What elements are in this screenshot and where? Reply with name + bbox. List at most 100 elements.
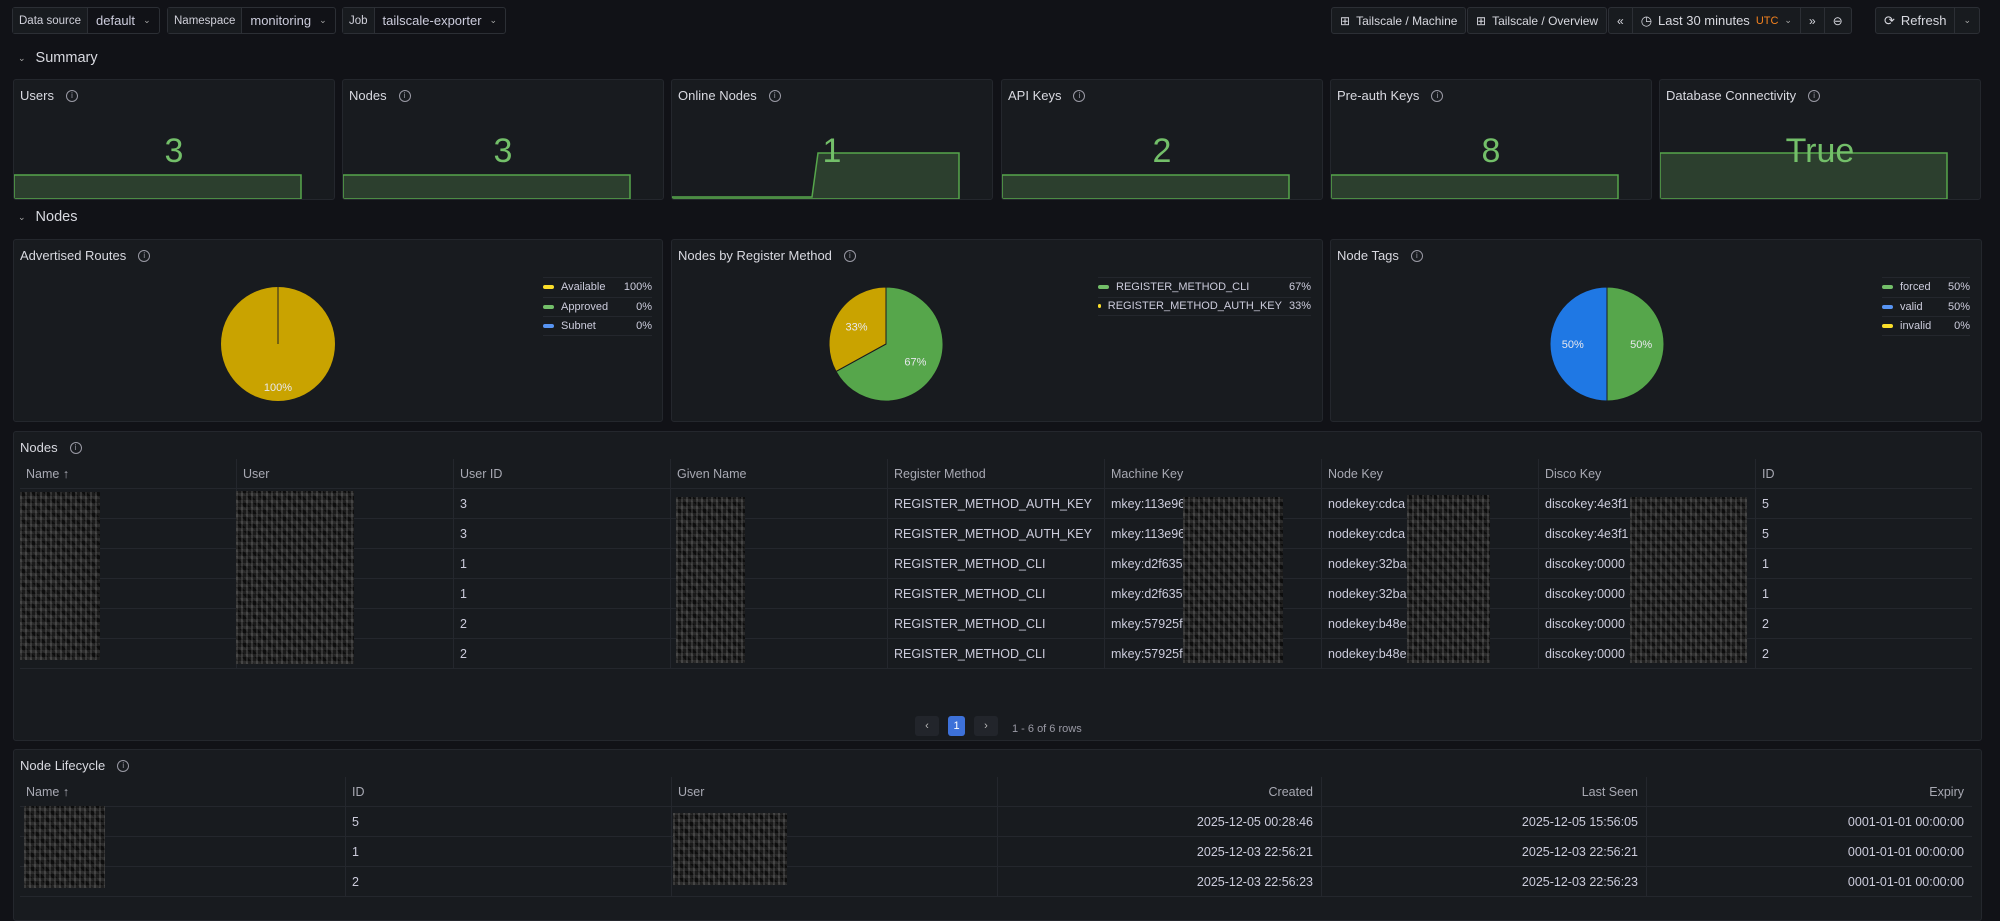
redacted-content [673,813,787,885]
link-tailscale-overview[interactable]: ⊞ Tailscale / Overview [1467,7,1608,34]
table-cell: 2025-12-03 22:56:21 [998,837,1322,866]
column-header[interactable]: User ID [454,459,671,488]
column-header[interactable]: Machine Key [1105,459,1322,488]
panel-title: Nodes [349,88,387,103]
legend-item[interactable]: invalid 0% [1882,316,1970,336]
variable-value[interactable]: default [96,13,136,28]
column-header[interactable]: Created [998,777,1322,806]
table-header-row: Name ↑ User User ID Given Name Register Meth… [20,459,1972,489]
variable-value[interactable]: monitoring [250,13,312,28]
timezone-label: UTC [1755,14,1779,27]
table-cell [20,837,346,866]
legend-swatch [1882,323,1893,328]
legend-swatch [1882,285,1893,290]
sparkline [1660,152,1948,199]
table-header-row: Name ↑ ID User Created Last Seen Expiry [20,777,1972,807]
column-header[interactable]: Given Name [671,459,888,488]
table-cell: REGISTER_METHOD_CLI [888,579,1105,608]
page-1-button[interactable]: 1 [948,716,965,736]
column-header[interactable]: Name ↑ [20,459,237,488]
sparkline-area [672,152,960,199]
zoom-out-icon: ⊖ [1832,13,1843,28]
table-cell: discokey:0000 ···· 0 [1539,579,1756,608]
table-cell: 2 [454,639,671,668]
info-icon[interactable]: i [1410,249,1423,262]
column-header[interactable]: Last Seen [1322,777,1647,806]
time-forward-button[interactable]: » [1801,8,1825,33]
pie-slice [835,286,944,402]
sparkline [1002,174,1290,199]
row-title: Summary [35,50,98,66]
column-header[interactable]: User [672,777,998,806]
legend-item[interactable]: REGISTER_METHOD_CLI 67% [1098,277,1311,297]
row-nodes[interactable]: ⌄ Nodes [18,209,77,225]
table-cell: 2 [346,867,672,896]
job-variable[interactable]: Job tailscale-exporter ⌄ [342,7,507,34]
table-cell [20,807,346,836]
legend-item[interactable]: Subnet 0% [543,316,652,336]
table-row[interactable]: 1 2025-12-03 22:56:21 2025-12-03 22:56:21 0… [20,837,1972,867]
table-cell: discokey:0000 ···· 0 [1539,639,1756,668]
pie-chart: 67% 33% [828,286,944,402]
info-icon[interactable]: i [1073,89,1086,102]
column-header[interactable]: Register Method [888,459,1105,488]
lifecycle-table: Name ↑ ID User Created Last Seen Expiry 5 2025-… [20,777,1972,897]
column-header[interactable]: Name ↑ [20,777,346,806]
column-header[interactable]: ID [1762,466,1775,481]
time-back-button[interactable]: « [1609,8,1633,33]
column-header[interactable]: User [237,459,454,488]
stat-value: 3 [164,132,184,170]
table-row[interactable]: 5 2025-12-05 00:28:46 2025-12-05 15:56:05 0… [20,807,1972,837]
legend-label: Approved [561,300,609,313]
legend-item[interactable]: Available 100% [543,277,652,297]
namespace-variable[interactable]: Namespace monitoring ⌄ [167,7,336,34]
row-summary[interactable]: ⌄ Summary [18,50,98,66]
legend-item[interactable]: Approved 0% [543,296,652,317]
link-tailscale-machine[interactable]: ⊞ Tailscale / Machine [1331,7,1467,34]
info-icon[interactable]: i [117,759,130,772]
pie-slice-label: 33% [846,322,868,334]
legend-item[interactable]: forced 50% [1882,277,1970,297]
info-icon[interactable]: i [69,441,82,454]
column-header[interactable]: Expiry [1929,784,1964,799]
table-cell: 2025-12-03 22:56:23 [998,867,1322,896]
refresh-button[interactable]: ⟳ Refresh [1876,8,1956,33]
stat-value: True [1785,132,1855,170]
variable-value[interactable]: tailscale-exporter [382,13,482,28]
pie-slice [828,286,887,373]
info-icon[interactable]: i [138,249,151,262]
info-icon[interactable]: i [398,89,411,102]
next-page-button[interactable]: › [974,716,998,736]
column-header[interactable]: ID [346,777,672,806]
table-cell: 5 [346,807,672,836]
legend-label: REGISTER_METHOD_AUTH_KEY [1107,300,1282,313]
refresh-group: ⟳ Refresh ⌄ [1875,7,1980,34]
pagination-summary: 1 - 6 of 6 rows [1012,723,1082,735]
table-cell: 2025-12-05 15:56:05 [1322,807,1647,836]
info-icon[interactable]: i [843,249,856,262]
legend-label: valid [1900,300,1923,313]
table-cell [671,579,888,608]
column-header[interactable]: Disco Key [1539,459,1756,488]
table-cell [671,549,888,578]
column-header[interactable]: Node Key [1322,459,1539,488]
info-icon[interactable]: i [65,89,78,102]
info-icon[interactable]: i [1431,89,1444,102]
legend-item[interactable]: REGISTER_METHOD_AUTH_KEY 33% [1098,296,1311,316]
table-cell [237,489,454,518]
table-row[interactable]: 2 REGISTER_METHOD_CLI mkey:57925f ···· a63… [20,639,1972,669]
prev-page-button[interactable]: ‹ [915,716,939,736]
table-row[interactable]: 2 2025-12-03 22:56:23 2025-12-03 22:56:23 0… [20,867,1972,897]
datasource-variable[interactable]: Data source default ⌄ [12,7,160,34]
chevron-double-left-icon: « [1617,13,1624,28]
legend-item[interactable]: valid 50% [1882,296,1970,317]
info-icon[interactable]: i [1808,89,1821,102]
time-range-picker[interactable]: ◷ Last 30 minutes UTC ⌄ [1633,8,1801,33]
info-icon[interactable]: i [768,89,781,102]
panel-title: Advertised Routes [20,248,127,263]
zoom-out-button[interactable]: ⊖ [1825,8,1851,33]
table-cell: 3 [454,519,671,548]
panel-title: API Keys [1008,88,1062,103]
refresh-interval-dropdown[interactable]: ⌄ [1955,8,1979,33]
panel-title: Nodes by Register Method [678,248,832,263]
